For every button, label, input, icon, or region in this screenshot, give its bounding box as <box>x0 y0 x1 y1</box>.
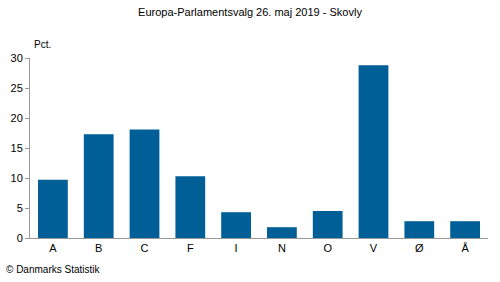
svg-text:20: 20 <box>11 112 23 124</box>
svg-text:C: C <box>141 242 149 254</box>
svg-text:A: A <box>49 242 57 254</box>
svg-text:10: 10 <box>11 172 23 184</box>
svg-text:© Danmarks Statistik: © Danmarks Statistik <box>6 264 101 275</box>
svg-text:15: 15 <box>11 142 23 154</box>
svg-text:25: 25 <box>11 82 23 94</box>
svg-text:O: O <box>323 242 332 254</box>
svg-text:V: V <box>370 242 378 254</box>
svg-text:I: I <box>235 242 238 254</box>
svg-text:B: B <box>95 242 102 254</box>
svg-text:30: 30 <box>11 52 23 64</box>
svg-text:5: 5 <box>17 202 23 214</box>
svg-text:F: F <box>187 242 194 254</box>
svg-text:N: N <box>278 242 286 254</box>
svg-text:Pct.: Pct. <box>34 39 51 50</box>
svg-text:Europa-Parlamentsvalg 26. maj: Europa-Parlamentsvalg 26. maj 2019 - Sko… <box>138 6 362 18</box>
svg-text:0: 0 <box>17 232 23 244</box>
svg-text:Å: Å <box>461 242 469 254</box>
svg-text:Ø: Ø <box>415 242 424 254</box>
